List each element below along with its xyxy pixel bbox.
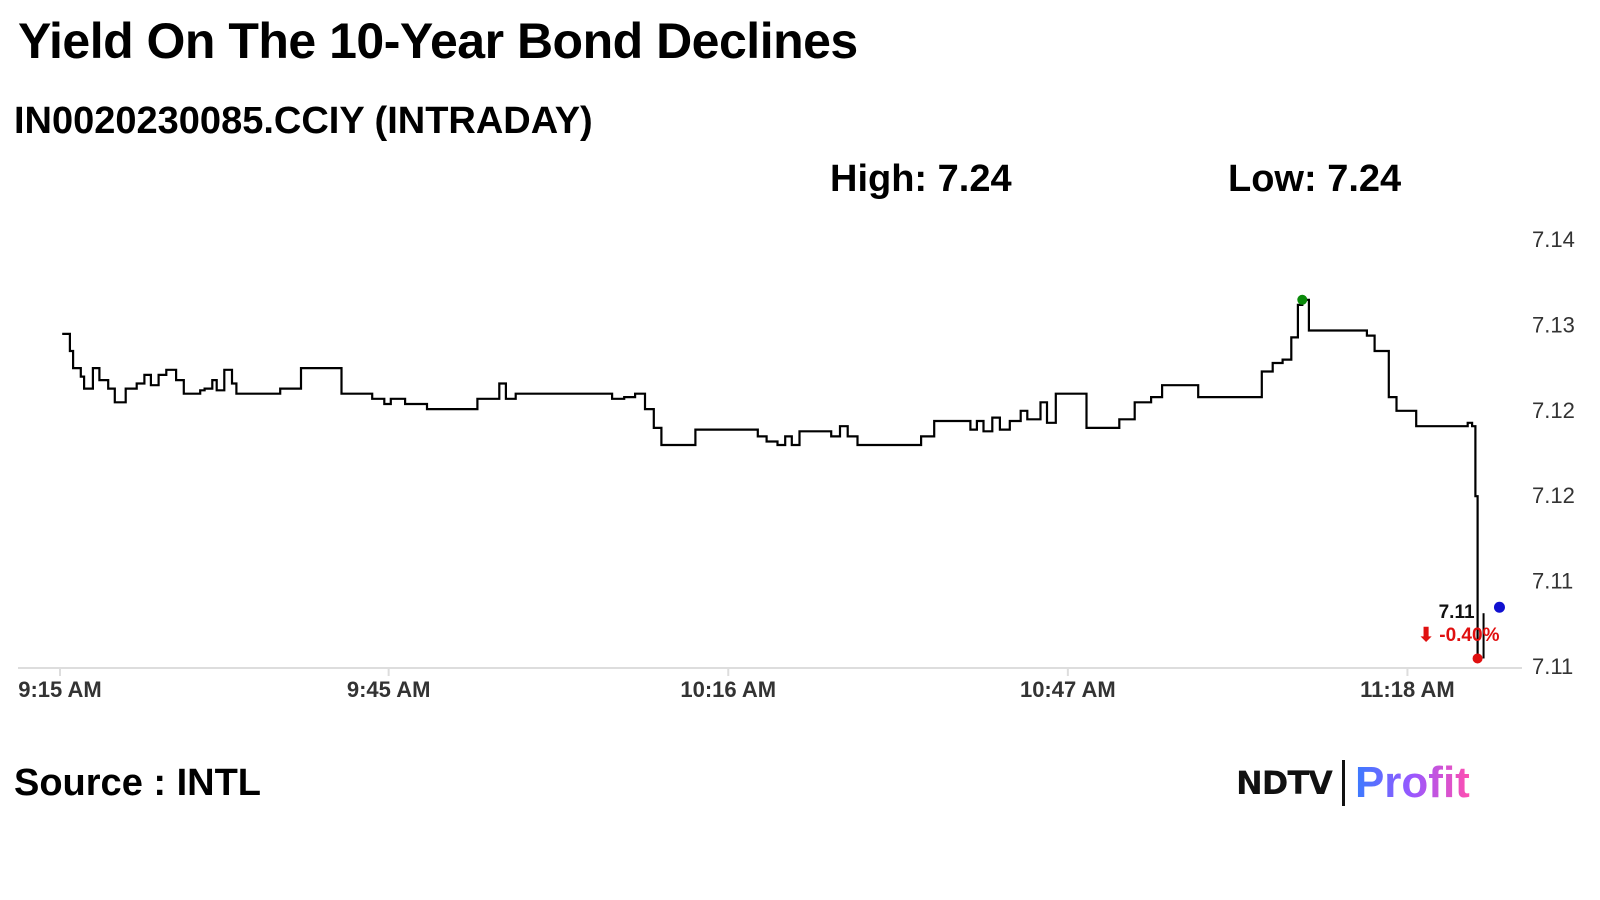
y-tick-label: 7.12 (1532, 398, 1575, 423)
high-value: High: 7.24 (830, 158, 1012, 200)
x-tick-label: 9:15 AM (18, 677, 102, 702)
logo-ndtv-text: NDTV (1236, 764, 1333, 802)
low-value: Low: 7.24 (1228, 158, 1402, 200)
last-marker (1493, 601, 1505, 613)
last-value-label: 7.11 (1439, 602, 1475, 623)
y-tick-label: 7.12 (1532, 483, 1575, 508)
y-tick-label: 7.11 (1532, 569, 1573, 594)
source-note: Source : INTL (14, 762, 262, 804)
high-marker (1297, 294, 1308, 305)
y-tick-label: 7.13 (1532, 312, 1575, 337)
x-tick-label: 10:47 AM (1020, 677, 1116, 702)
chart-title: Yield On The 10-Year Bond Declines (18, 13, 858, 69)
ndtv-profit-logo: NDTV Profit (1236, 758, 1470, 808)
intraday-line-chart: 9:15 AM 9:45 AM 10:16 AM 10:47 AM 11:18 AM 7.… (18, 227, 1575, 702)
logo-divider (1341, 760, 1345, 806)
chart-subtitle: IN0020230085.CCIY (INTRADAY) (14, 100, 593, 142)
low-marker (1472, 653, 1483, 664)
y-tick-label: 7.14 (1532, 227, 1575, 252)
x-tick-label: 9:45 AM (347, 677, 431, 702)
change-label: ⬇ -0.40% (1418, 625, 1500, 646)
x-tick-label: 10:16 AM (680, 677, 776, 702)
price-line (62, 298, 1479, 659)
logo-profit-text: Profit (1354, 758, 1470, 807)
x-tick-label: 11:18 AM (1360, 677, 1455, 702)
y-tick-label: 7.11 (1532, 654, 1573, 679)
